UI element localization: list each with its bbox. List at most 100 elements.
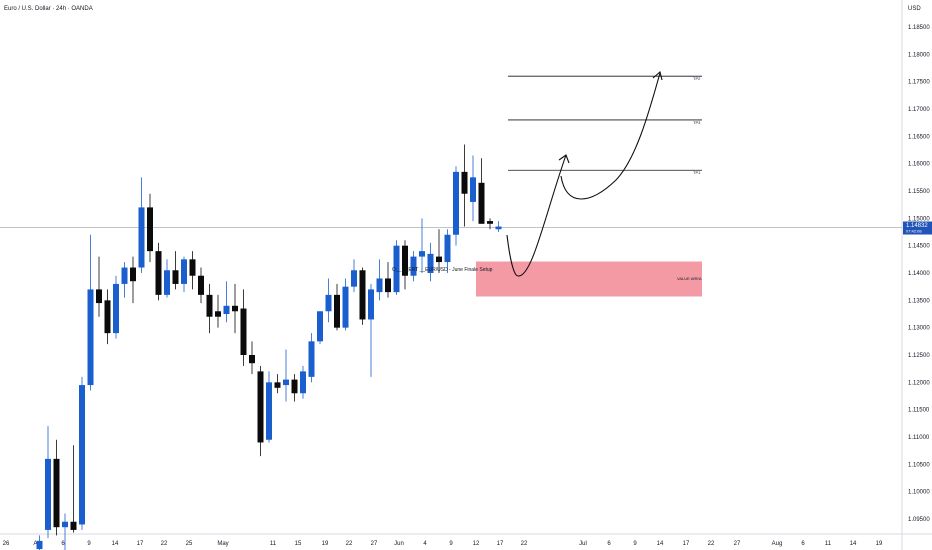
candle-down[interactable] [198, 275, 204, 295]
projection-curve-2[interactable] [560, 72, 661, 200]
candle-down[interactable] [402, 245, 408, 276]
candle-up[interactable] [113, 283, 119, 334]
y-tick-label: 1.14500 [908, 244, 930, 250]
y-tick-label: 1.15000 [908, 216, 930, 222]
x-tick-label: 9 [87, 541, 91, 547]
y-tick-label: 1.18000 [908, 52, 930, 58]
candle-down[interactable] [240, 308, 247, 355]
candle-up[interactable] [317, 311, 323, 342]
y-tick-label: 1.12500 [908, 353, 930, 359]
candle-down[interactable] [461, 171, 468, 194]
candle-up[interactable] [376, 278, 383, 293]
y-tick-label: 1.10500 [908, 462, 930, 468]
y-tick-label: 1.18500 [908, 25, 930, 31]
candle-down[interactable] [70, 521, 77, 530]
candle-down[interactable] [232, 305, 238, 312]
candle-down[interactable] [334, 294, 340, 328]
candle-up[interactable] [283, 379, 289, 386]
candle-down[interactable] [96, 289, 102, 304]
x-tick-label: 4 [423, 541, 427, 547]
candle-down[interactable] [274, 382, 281, 388]
y-tick-label: 1.11500 [908, 408, 930, 414]
y-tick-label: 1.17500 [908, 80, 930, 86]
candle-down[interactable] [359, 270, 366, 320]
candle-up[interactable] [87, 289, 94, 386]
candle-down[interactable] [206, 294, 213, 317]
x-tick-label: Jul [579, 541, 587, 547]
y-tick-label: 1.16000 [908, 162, 930, 168]
y-tick-label: 1.13000 [908, 326, 930, 332]
candle-down[interactable] [155, 251, 162, 295]
candle-up[interactable] [62, 521, 68, 528]
candle-up[interactable] [266, 382, 272, 440]
y-axis-ticks: 1.18500 1.18000 1.17500 1.17000 1.16500 1.160… [908, 25, 930, 523]
candle-up[interactable] [453, 171, 459, 235]
candle-up[interactable] [45, 458, 51, 530]
y-tick-label: 1.16500 [908, 134, 930, 140]
currency-label: USD [908, 6, 921, 12]
candle-up[interactable] [470, 177, 476, 202]
x-tick-label: 25 [186, 541, 193, 547]
x-axis-ticks: 26Apr6914172225May1115192227Jun49121722J… [3, 541, 883, 547]
candle-up[interactable] [444, 234, 451, 263]
candle-down[interactable] [487, 221, 493, 224]
candle-down[interactable] [53, 458, 60, 528]
candle-up[interactable] [410, 256, 417, 276]
candle-up[interactable] [164, 270, 170, 295]
tp3-label: TP3 [693, 120, 701, 125]
candle-up[interactable] [342, 286, 349, 328]
x-tick-label: Aug [772, 541, 783, 547]
candle-down[interactable] [385, 278, 391, 293]
candle-up[interactable] [393, 245, 400, 293]
candle-up[interactable] [300, 371, 306, 394]
candle-up[interactable] [325, 294, 332, 312]
y-tick-label: 1.17000 [908, 107, 930, 113]
x-tick-label: 14 [112, 541, 119, 547]
candle-up[interactable] [495, 226, 502, 230]
candle-up[interactable] [138, 207, 145, 268]
candle-down[interactable] [172, 270, 179, 284]
candle-up[interactable] [419, 251, 425, 257]
x-tick-label: 11 [825, 541, 832, 547]
x-tick-label: 15 [295, 541, 302, 547]
x-tick-label: 22 [346, 541, 353, 547]
x-tick-label: 27 [371, 541, 378, 547]
candle-up[interactable] [351, 270, 357, 287]
x-tick-label: 19 [876, 541, 883, 547]
x-tick-label: 17 [497, 541, 504, 547]
candle-down[interactable] [215, 311, 221, 317]
x-tick-label: 27 [734, 541, 741, 547]
candle-down[interactable] [291, 379, 298, 394]
y-tick-label: 1.11000 [908, 435, 930, 441]
x-tick-label: 12 [473, 541, 480, 547]
candle-up[interactable] [223, 305, 230, 314]
candle-down[interactable] [130, 267, 136, 282]
candle-down[interactable] [147, 207, 153, 252]
candle-down[interactable] [257, 371, 264, 443]
x-tick-label: 17 [683, 541, 690, 547]
candle-up[interactable] [427, 253, 434, 273]
candle-up[interactable] [36, 540, 43, 550]
candle-up[interactable] [121, 267, 128, 284]
value-area-zone[interactable] [476, 261, 702, 297]
candle-up[interactable] [308, 341, 315, 377]
candle-down[interactable] [436, 256, 442, 263]
candle-up[interactable] [368, 289, 374, 320]
candle-down[interactable] [189, 259, 196, 276]
y-tick-label: 1.09500 [908, 517, 930, 523]
chart-title: Euro / U.S. Dollar · 24h · OANDA [4, 6, 93, 12]
candle-up[interactable] [79, 385, 85, 525]
candle-up[interactable] [181, 259, 187, 284]
x-tick-label: May [217, 541, 228, 547]
candle-down[interactable] [104, 300, 111, 334]
projection-curve-1[interactable] [506, 154, 567, 277]
y-tick-label: 1.10000 [908, 490, 930, 496]
x-tick-label: 17 [137, 541, 144, 547]
candle-down[interactable] [249, 355, 255, 364]
current-price-tag [903, 221, 932, 235]
y-tick-label: 1.14000 [908, 271, 930, 277]
candle-down[interactable] [478, 182, 485, 224]
x-tick-label: 14 [850, 541, 857, 547]
x-tick-label: 14 [657, 541, 664, 547]
